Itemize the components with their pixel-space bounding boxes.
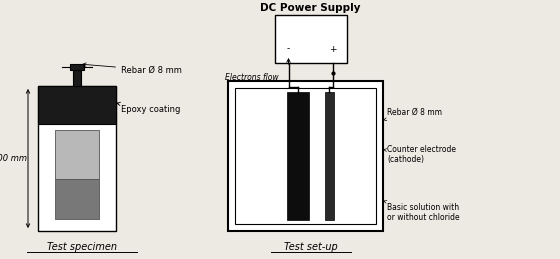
- Bar: [38, 86, 116, 231]
- Bar: [274, 15, 347, 63]
- Bar: [324, 92, 334, 220]
- Bar: [55, 130, 99, 179]
- Text: Basic solution with
or without chloride: Basic solution with or without chloride: [384, 200, 460, 222]
- Text: Rebar Ø 8 mm: Rebar Ø 8 mm: [83, 63, 182, 75]
- Text: -: -: [287, 45, 290, 54]
- Text: Rebar Ø 8 mm: Rebar Ø 8 mm: [383, 108, 442, 121]
- Bar: [70, 64, 84, 70]
- Text: Counter electrode
(cathode): Counter electrode (cathode): [384, 145, 456, 164]
- Text: Electrons flow: Electrons flow: [225, 73, 278, 82]
- Text: Test specimen: Test specimen: [47, 242, 117, 252]
- Bar: [287, 92, 309, 220]
- Bar: [235, 88, 376, 224]
- Bar: [55, 179, 99, 219]
- Bar: [228, 81, 383, 231]
- Text: Test set-up: Test set-up: [283, 242, 337, 252]
- Text: Epoxy coating: Epoxy coating: [117, 102, 180, 114]
- Text: 100 mm: 100 mm: [0, 154, 27, 163]
- Text: +: +: [329, 45, 336, 54]
- Bar: [38, 86, 116, 124]
- Bar: [73, 70, 81, 86]
- Text: DC Power Supply: DC Power Supply: [260, 3, 361, 13]
